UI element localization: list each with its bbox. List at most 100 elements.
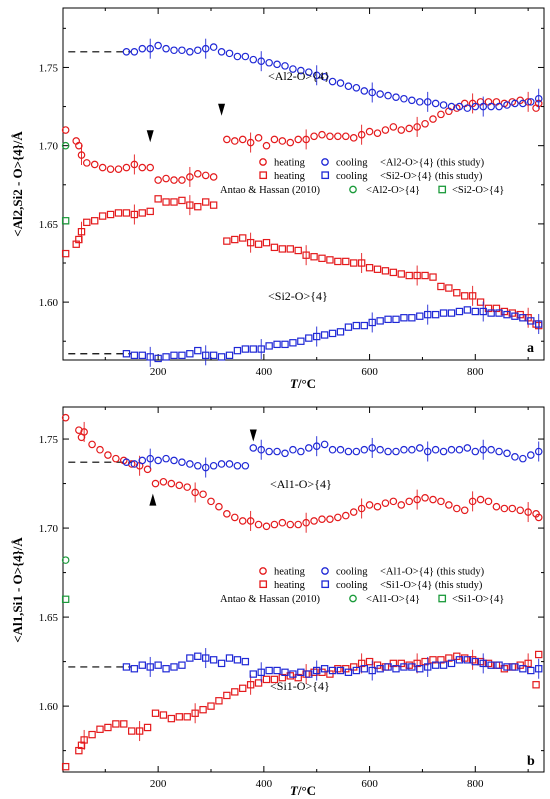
data-point-square — [178, 661, 186, 669]
data-point-circle — [75, 141, 83, 150]
data-point-square — [294, 246, 302, 255]
data-point-circle — [201, 171, 210, 180]
data-point-circle — [178, 458, 186, 466]
data-point-square — [231, 235, 239, 244]
data-point-square — [318, 254, 326, 263]
data-point-circle — [389, 123, 398, 131]
legend-heating-circle — [259, 567, 267, 575]
data-point-square — [170, 351, 178, 360]
legend-heating-square — [259, 580, 268, 589]
data-point-square — [239, 684, 247, 693]
data-point-square — [154, 195, 162, 203]
data-point-square — [254, 679, 263, 687]
data-point-square — [273, 666, 281, 675]
data-point-square — [405, 271, 413, 280]
data-point-circle — [373, 129, 382, 137]
data-point-square — [384, 663, 392, 671]
data-point-square — [463, 306, 472, 314]
data-point-square — [455, 307, 464, 316]
data-point-square — [416, 312, 424, 320]
data-point-circle — [357, 130, 366, 139]
data-point-circle — [519, 99, 527, 108]
legend-antao-circle — [349, 185, 357, 194]
data-point-square — [130, 351, 139, 360]
data-point-square — [249, 670, 257, 678]
data-point-square — [98, 212, 107, 220]
data-point-circle — [217, 460, 226, 468]
data-point-circle — [167, 479, 176, 488]
legend-antao-square — [438, 185, 447, 194]
data-point-circle — [437, 110, 445, 119]
data-point-square — [334, 257, 342, 266]
data-point-circle — [278, 518, 287, 527]
data-point-circle — [405, 124, 414, 133]
data-point-circle — [281, 449, 289, 458]
data-point-square — [342, 257, 350, 266]
data-point-square — [476, 298, 485, 306]
data-point-square — [447, 309, 456, 317]
x-tick-label: 600 — [361, 778, 378, 790]
data-point-square — [143, 723, 152, 732]
data-point-circle — [534, 513, 543, 522]
data-point-square — [463, 656, 472, 664]
data-point-circle — [191, 488, 199, 497]
data-point-square — [392, 315, 400, 324]
data-point-circle — [122, 48, 131, 56]
data-point-square — [281, 668, 289, 676]
data-point-circle — [423, 447, 432, 456]
data-point-circle — [82, 159, 91, 167]
data-point-square — [273, 340, 281, 349]
data-point-circle — [238, 517, 247, 525]
legend-study-al: <Al1-O>{4} (this study) — [380, 567, 485, 578]
data-point-circle — [468, 497, 477, 506]
data-point-circle — [223, 135, 231, 144]
data-point-circle — [495, 102, 503, 111]
annotation-si: <Si1-O>{4} — [270, 679, 330, 693]
data-point-circle — [178, 176, 186, 184]
data-point-square — [162, 665, 170, 673]
y-tick-label: 1.70 — [39, 523, 59, 535]
data-point-square — [202, 654, 210, 662]
data-point-square — [104, 723, 112, 732]
data-point-square — [61, 249, 70, 258]
data-point-square — [194, 652, 202, 660]
data-point-circle — [320, 73, 329, 81]
data-point-circle — [265, 58, 273, 67]
data-point-square — [503, 663, 511, 671]
data-point-circle — [122, 458, 131, 466]
data-point-square — [313, 332, 321, 341]
data-point-square — [159, 711, 168, 719]
data-point-circle — [209, 461, 218, 470]
legend-cooling-square — [321, 171, 330, 180]
data-point-circle — [519, 454, 527, 463]
data-point-circle — [112, 454, 120, 463]
data-point-circle — [304, 68, 313, 76]
data-point-circle — [503, 449, 511, 458]
x-tick-label: 600 — [361, 366, 378, 378]
data-point-circle — [257, 445, 266, 454]
data-point-circle — [341, 132, 350, 141]
data-point-circle — [460, 506, 469, 515]
y-tick-label: 1.65 — [39, 612, 59, 624]
data-point-square — [241, 657, 250, 666]
data-point-circle — [262, 141, 271, 150]
data-point-circle — [273, 60, 281, 69]
data-point-circle — [162, 454, 170, 463]
data-point-circle — [408, 445, 416, 454]
data-point-square — [281, 340, 289, 349]
data-point-square — [209, 201, 218, 209]
data-point-circle — [413, 123, 421, 131]
data-point-square — [305, 334, 313, 342]
y-tick-label: 1.75 — [39, 434, 59, 446]
data-point-square — [487, 661, 495, 669]
data-point-square — [233, 656, 242, 664]
data-point-circle — [193, 46, 202, 55]
data-point-square — [225, 654, 234, 662]
data-point-square — [535, 650, 543, 659]
data-point-square — [479, 307, 487, 316]
data-point-circle — [265, 447, 273, 456]
data-point-square — [445, 284, 453, 292]
data-point-circle — [294, 135, 303, 144]
legend-heating-label: heating — [274, 158, 306, 169]
data-point-circle — [159, 477, 168, 486]
